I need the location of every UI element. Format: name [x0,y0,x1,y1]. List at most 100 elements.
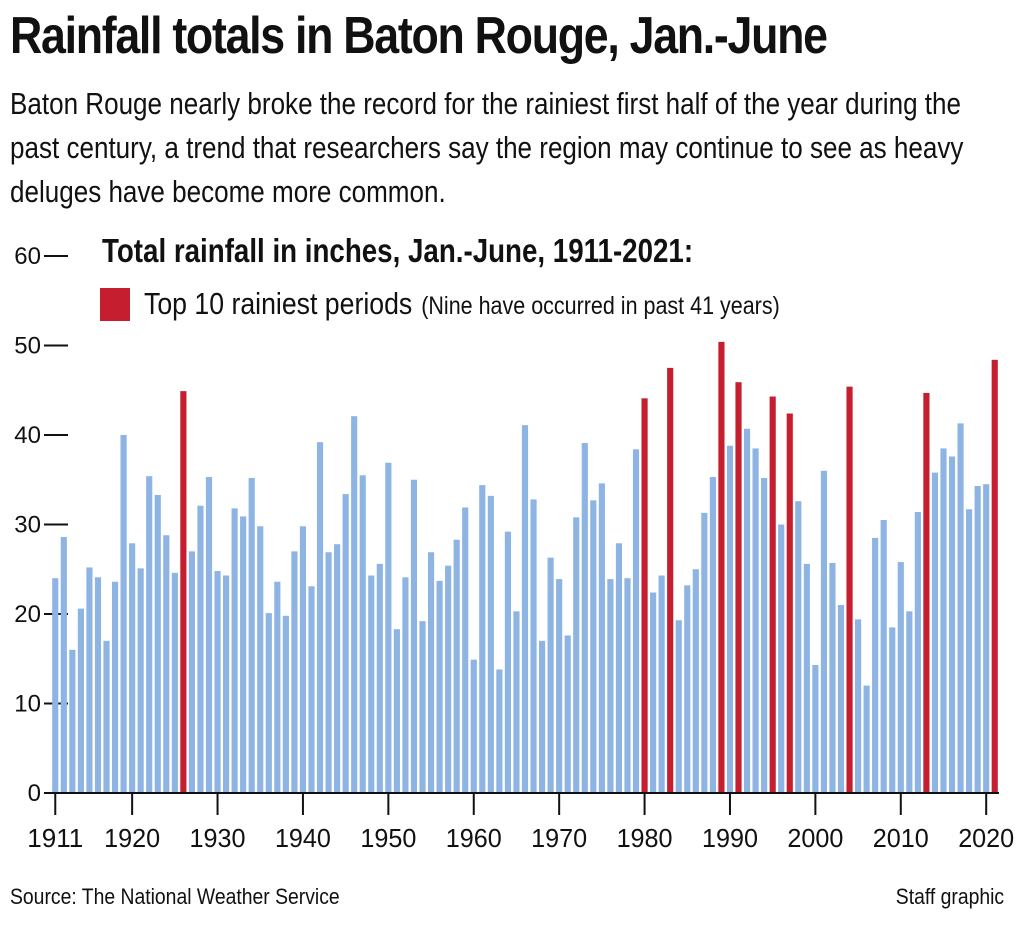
bar-1967 [530,499,537,793]
bar-2013 [923,392,930,793]
bar-2012 [914,511,921,793]
bar-1936 [265,613,272,793]
x-tick-label-1980: 1980 [617,823,673,853]
bar-2019 [974,486,981,793]
bar-1935 [257,526,264,793]
bar-1930 [214,571,221,793]
bar-1973 [581,443,588,793]
bar-1939 [291,551,298,793]
bar-1915 [86,567,93,793]
bar-1975 [598,483,605,793]
bar-1954 [419,621,426,793]
bar-1950 [385,462,392,793]
y-tick-label-40: 40 [14,422,41,449]
bar-2010 [897,562,904,793]
bar-1932 [231,508,238,793]
bar-1963 [496,669,503,793]
bar-2018 [966,509,973,793]
bar-1941 [308,586,315,793]
x-tick-label-1960: 1960 [446,823,502,853]
page-title: Rainfall totals in Baton Rouge, Jan.-Jun… [10,7,828,65]
bar-1993 [752,448,759,793]
bar-1927 [188,551,195,793]
bar-2015 [940,448,947,793]
bar-1961 [479,485,486,793]
bar-1925 [171,572,178,793]
bar-1977 [615,543,623,793]
bar-1989 [718,341,725,793]
x-tick-label-2020: 2020 [958,823,1014,853]
bar-1955 [427,552,435,793]
legend-swatch-top10 [100,287,130,321]
page-subtitle: Baton Rouge nearly broke the record for … [10,86,964,209]
bar-1923 [154,494,161,793]
bar-1953 [410,479,418,793]
bar-1951 [393,629,400,793]
bar-1946 [351,416,358,793]
x-tick-label-2000: 2000 [787,823,843,853]
credit-note: Staff graphic [895,884,1004,909]
bar-1998 [795,501,802,793]
bar-2008 [880,520,887,793]
x-tick-label-1950: 1950 [360,823,416,853]
bar-1984 [675,620,682,793]
bar-1981 [650,592,657,793]
bar-1960 [470,659,477,793]
legend-note: (Nine have occurred in past 41 years) [421,292,780,320]
bar-1959 [462,507,469,793]
bar-1965 [513,611,520,793]
bar-2020 [983,484,990,793]
bar-2021 [991,359,998,793]
y-tick-label-30: 30 [14,512,41,539]
y-tick-label-60: 60 [14,243,41,270]
bar-1956 [436,580,443,793]
bar-1972 [573,517,580,793]
bar-1914 [77,608,84,793]
y-tick-label-50: 50 [14,333,41,360]
bar-1931 [223,575,230,793]
bar-1934 [248,477,255,793]
bar-1980 [641,398,648,793]
bar-2001 [820,470,827,793]
bar-1922 [146,476,153,793]
bar-1949 [376,563,383,793]
y-tick-label-20: 20 [14,601,41,628]
bar-2002 [829,562,836,793]
legend: Top 10 rainiest periods (Nine have occur… [100,286,883,322]
bar-2004 [846,386,853,793]
x-tick-label-1911: 1911 [27,823,83,853]
bar-2011 [906,611,913,793]
x-tick-label-1930: 1930 [190,823,246,853]
bar-1913 [69,649,76,793]
bar-1920 [129,543,136,793]
bar-1987 [701,512,708,793]
bar-2006 [863,685,870,793]
bar-1988 [709,477,716,793]
bar-1940 [299,526,307,793]
y-tick-label-10: 10 [14,691,41,718]
bar-1986 [692,569,699,793]
bar-1942 [316,442,324,793]
bar-1928 [197,505,204,793]
bar-1911 [52,578,59,793]
x-tick-label-1920: 1920 [104,823,160,853]
bar-2000 [812,665,819,793]
bar-1947 [359,475,366,793]
bar-2005 [855,619,862,793]
bar-1996 [778,524,785,793]
bar-1991 [735,382,742,793]
bar-1921 [137,568,144,793]
bar-1979 [632,449,640,793]
source-note: Source: The National Weather Service [10,884,340,909]
bar-1974 [590,500,597,793]
bar-1994 [761,477,768,793]
bar-2016 [948,456,956,793]
bar-1983 [667,367,674,793]
bar-2009 [889,627,896,793]
bar-1971 [564,635,571,793]
bar-1919 [120,435,127,793]
bar-1982 [658,575,665,793]
bar-1997 [786,413,793,793]
bar-1938 [282,615,289,793]
